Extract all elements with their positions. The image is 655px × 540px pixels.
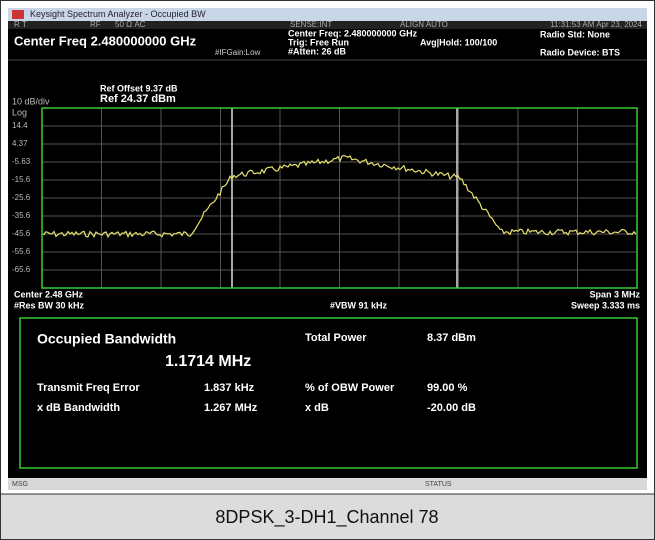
xdb-bw-label: x dB Bandwidth — [37, 402, 120, 414]
obw-power-value: 99.00 % — [427, 382, 468, 394]
trig: Trig: Free Run — [288, 37, 349, 47]
y-label: -45.6 — [12, 229, 31, 238]
app-icon — [12, 10, 24, 19]
sense: SENSE:INT — [290, 20, 332, 29]
y-label: -65.6 — [12, 265, 31, 274]
timestamp: 11:31:53 AM Apr 23, 2024 — [550, 20, 642, 29]
window-title: Keysight Spectrum Analyzer - Occupied BW — [30, 9, 206, 19]
mode: R T — [14, 20, 27, 29]
center: Center 2.48 GHz — [14, 289, 84, 299]
radio-std: Radio Std: None — [540, 29, 610, 39]
results-panel — [19, 317, 638, 469]
title-bar — [8, 8, 647, 21]
input: 50 Ω AC — [115, 20, 146, 29]
freq-error-label: Transmit Freq Error — [37, 382, 140, 394]
status-bar — [8, 478, 647, 490]
ref-offset: Ref Offset 9.37 dB — [100, 83, 178, 93]
align: ALIGN AUTO — [400, 20, 448, 29]
vbw: #VBW 91 kHz — [330, 300, 388, 310]
status: STATUS — [425, 481, 452, 488]
if-gain: #IFGain:Low — [215, 48, 261, 57]
y-label: -35.6 — [12, 211, 31, 220]
y-label: 4.37 — [12, 139, 28, 148]
screen — [8, 21, 647, 478]
avg-hold: Avg|Hold: 100/100 — [420, 37, 497, 47]
freq-error-value: 1.837 kHz — [204, 382, 255, 394]
y-label: -15.6 — [12, 175, 31, 184]
obw-value: 1.1714 MHz — [165, 353, 251, 370]
graph-border — [41, 107, 638, 289]
scale: 10 dB/div — [12, 96, 50, 106]
radio-device: Radio Device: BTS — [540, 47, 620, 57]
center-freq-detail: Center Freq: 2.480000000 GHz — [288, 28, 418, 38]
y-label: -55.6 — [12, 247, 31, 256]
center-freq: Center Freq 2.480000000 GHz — [14, 33, 197, 48]
atten: #Atten: 26 dB — [288, 46, 347, 56]
span: Span 3 MHz — [589, 289, 640, 299]
xdb-bw-value: 1.267 MHz — [204, 402, 258, 414]
total-power-label: Total Power — [305, 332, 367, 344]
y-label: -25.6 — [12, 193, 31, 202]
caption-bar — [0, 493, 655, 540]
msg: MSG — [12, 481, 28, 488]
y-label: -5.63 — [12, 157, 31, 166]
graticule: 14.4 4.37 -5.63 -15.6 -25.6 -35.6 -45.6 -55.6 -6… — [12, 108, 637, 288]
scale-type: Log — [12, 107, 27, 117]
obw-label: Occupied Bandwidth — [37, 331, 176, 347]
total-power-value: 8.37 dBm — [427, 332, 476, 344]
xdb-label: x dB — [305, 402, 329, 414]
trace — [41, 154, 637, 239]
rf: RF — [90, 20, 101, 29]
sweep: Sweep 3.333 ms — [571, 300, 640, 310]
status-row — [8, 21, 647, 29]
obw-power-label: % of OBW Power — [305, 382, 395, 394]
y-label: 14.4 — [12, 121, 28, 130]
ref-level: Ref 24.37 dBm — [100, 93, 176, 105]
xdb-value: -20.00 dB — [427, 402, 476, 414]
caption: 8DPSK_3-DH1_Channel 78 — [215, 507, 438, 528]
res-bw: #Res BW 30 kHz — [14, 300, 85, 310]
